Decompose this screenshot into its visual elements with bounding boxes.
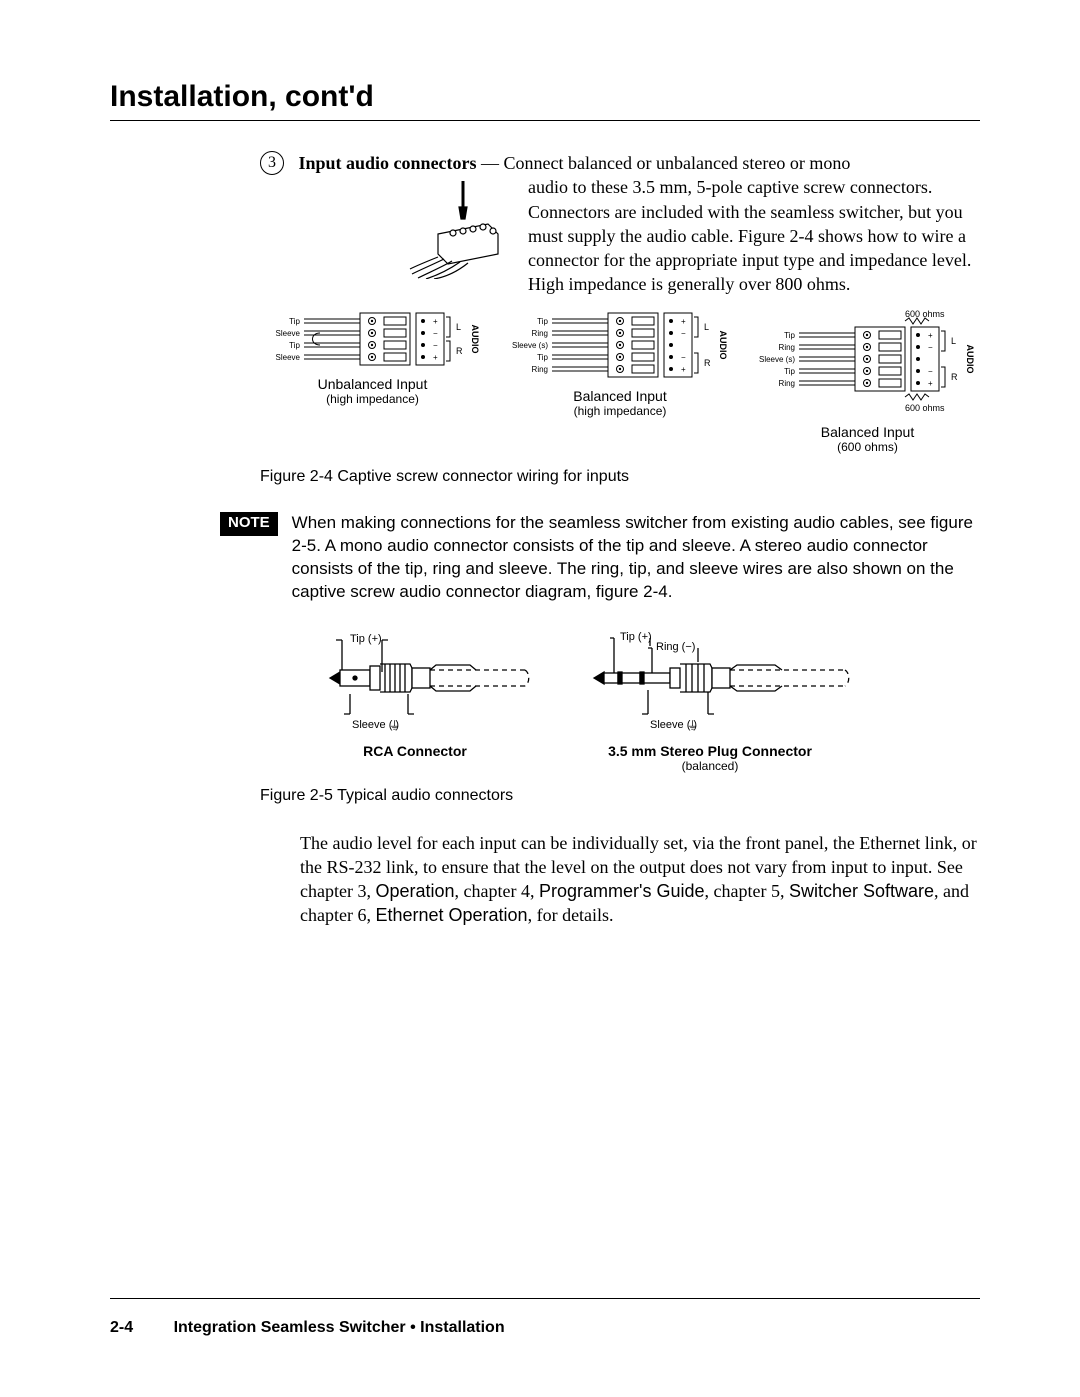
svg-text:−: − xyxy=(433,329,438,338)
svg-text:−: − xyxy=(928,367,933,376)
rca-label: RCA Connector xyxy=(300,743,530,759)
wiring-sub: (600 ohms) xyxy=(755,440,980,454)
svg-text:Tip: Tip xyxy=(537,317,548,326)
wiring-title: Balanced Input xyxy=(755,424,980,440)
svg-text:−: − xyxy=(681,329,686,338)
svg-text:R: R xyxy=(704,358,711,368)
svg-text:Ring (−): Ring (−) xyxy=(656,641,695,653)
wiring-block: Tip Ring Sleeve (s) Tip Ring + − − + L R AUDIO Balan… xyxy=(508,307,733,454)
rca-diagram: Tip (+) xyxy=(300,628,530,738)
svg-text:Tip: Tip xyxy=(784,331,795,340)
page-title: Installation, cont'd xyxy=(110,80,980,114)
svg-text:⏚: ⏚ xyxy=(687,719,698,732)
wiring-sub: (high impedance) xyxy=(508,404,733,418)
wiring-block: 600 ohms Tip Ring Sleeve (s) Tip Ring + − − + L R AU… xyxy=(755,307,980,454)
stereo35-sub: (balanced) xyxy=(570,759,850,773)
svg-text:+: + xyxy=(433,317,438,326)
wiring-sub: (high impedance) xyxy=(260,392,485,406)
svg-text:Ring: Ring xyxy=(531,329,547,338)
svg-text:Sleeve: Sleeve xyxy=(276,329,301,338)
wiring-block: Tip Sleeve Tip Sleeve + − − + L R AUDIO Unbalanced … xyxy=(260,307,485,454)
svg-text:L: L xyxy=(951,336,956,346)
svg-text:Sleeve (s): Sleeve (s) xyxy=(511,341,547,350)
svg-text:Tip: Tip xyxy=(537,353,548,362)
svg-text:+: + xyxy=(928,331,933,340)
svg-text:Tip: Tip xyxy=(289,341,300,350)
svg-text:600 ohms: 600 ohms xyxy=(905,403,945,413)
svg-text:R: R xyxy=(951,372,958,382)
item3-lead-rest: — Connect balanced or unbalanced stereo … xyxy=(477,153,851,173)
svg-text:Ring: Ring xyxy=(779,343,795,352)
item3: 3 Input audio connectors — Connect balan… xyxy=(260,151,980,297)
svg-text:AUDIO: AUDIO xyxy=(470,324,480,353)
footer-rule xyxy=(110,1298,980,1299)
svg-text:Tip: Tip xyxy=(784,367,795,376)
figure-2-5-caption: Figure 2-5 Typical audio connectors xyxy=(260,787,980,805)
svg-text:Sleeve: Sleeve xyxy=(276,353,301,362)
stereo35-block: Tip (+) Ring (−) xyxy=(570,628,850,773)
item3-lead-bold: Input audio connectors xyxy=(299,153,477,173)
footer-page-number: 2-4 xyxy=(110,1319,133,1336)
svg-text:Ring: Ring xyxy=(779,379,795,388)
figure-2-4-caption: Figure 2-4 Captive screw connector wirin… xyxy=(260,468,980,486)
svg-text:Tip (+): Tip (+) xyxy=(620,631,652,643)
svg-text:AUDIO: AUDIO xyxy=(718,330,728,359)
item3-body: audio to these 3.5 mm, 5-pole captive sc… xyxy=(528,177,971,294)
wiring-title: Balanced Input xyxy=(508,388,733,404)
title-rule xyxy=(110,120,980,121)
svg-text:−: − xyxy=(928,343,933,352)
svg-text:L: L xyxy=(456,322,461,332)
svg-text:+: + xyxy=(681,317,686,326)
figure-2-4: Tip Sleeve Tip Sleeve + − − + L R AUDIO Unbalanced … xyxy=(260,307,980,454)
svg-text:Tip (+): Tip (+) xyxy=(350,633,382,645)
connector-icon xyxy=(408,179,518,279)
svg-text:R: R xyxy=(456,346,463,356)
svg-text:AUDIO: AUDIO xyxy=(965,344,975,373)
note: NOTE When making connections for the sea… xyxy=(220,512,980,604)
item3-number: 3 xyxy=(260,151,284,175)
footer-text: Integration Seamless Switcher • Installa… xyxy=(174,1319,505,1336)
svg-text:Tip: Tip xyxy=(289,317,300,326)
note-badge: NOTE xyxy=(220,512,278,536)
svg-text:−: − xyxy=(681,353,686,362)
stereo35-label: 3.5 mm Stereo Plug Connector xyxy=(570,743,850,759)
rca-block: Tip (+) xyxy=(300,628,530,773)
note-text: When making connections for the seamless… xyxy=(292,512,980,604)
svg-text:⏚: ⏚ xyxy=(389,719,400,732)
svg-text:Ring: Ring xyxy=(531,365,547,374)
svg-text:L: L xyxy=(704,322,709,332)
svg-text:+: + xyxy=(433,353,438,362)
stereo35-diagram: Tip (+) Ring (−) xyxy=(570,628,850,738)
audio-level-para: The audio level for each input can be in… xyxy=(300,831,990,928)
svg-text:+: + xyxy=(928,379,933,388)
svg-text:Sleeve (s): Sleeve (s) xyxy=(759,355,795,364)
wiring-title: Unbalanced Input xyxy=(260,376,485,392)
svg-text:−: − xyxy=(433,341,438,350)
svg-text:+: + xyxy=(681,365,686,374)
footer: 2-4 Integration Seamless Switcher • Inst… xyxy=(110,1319,505,1337)
figure-2-5: Tip (+) xyxy=(300,628,980,773)
